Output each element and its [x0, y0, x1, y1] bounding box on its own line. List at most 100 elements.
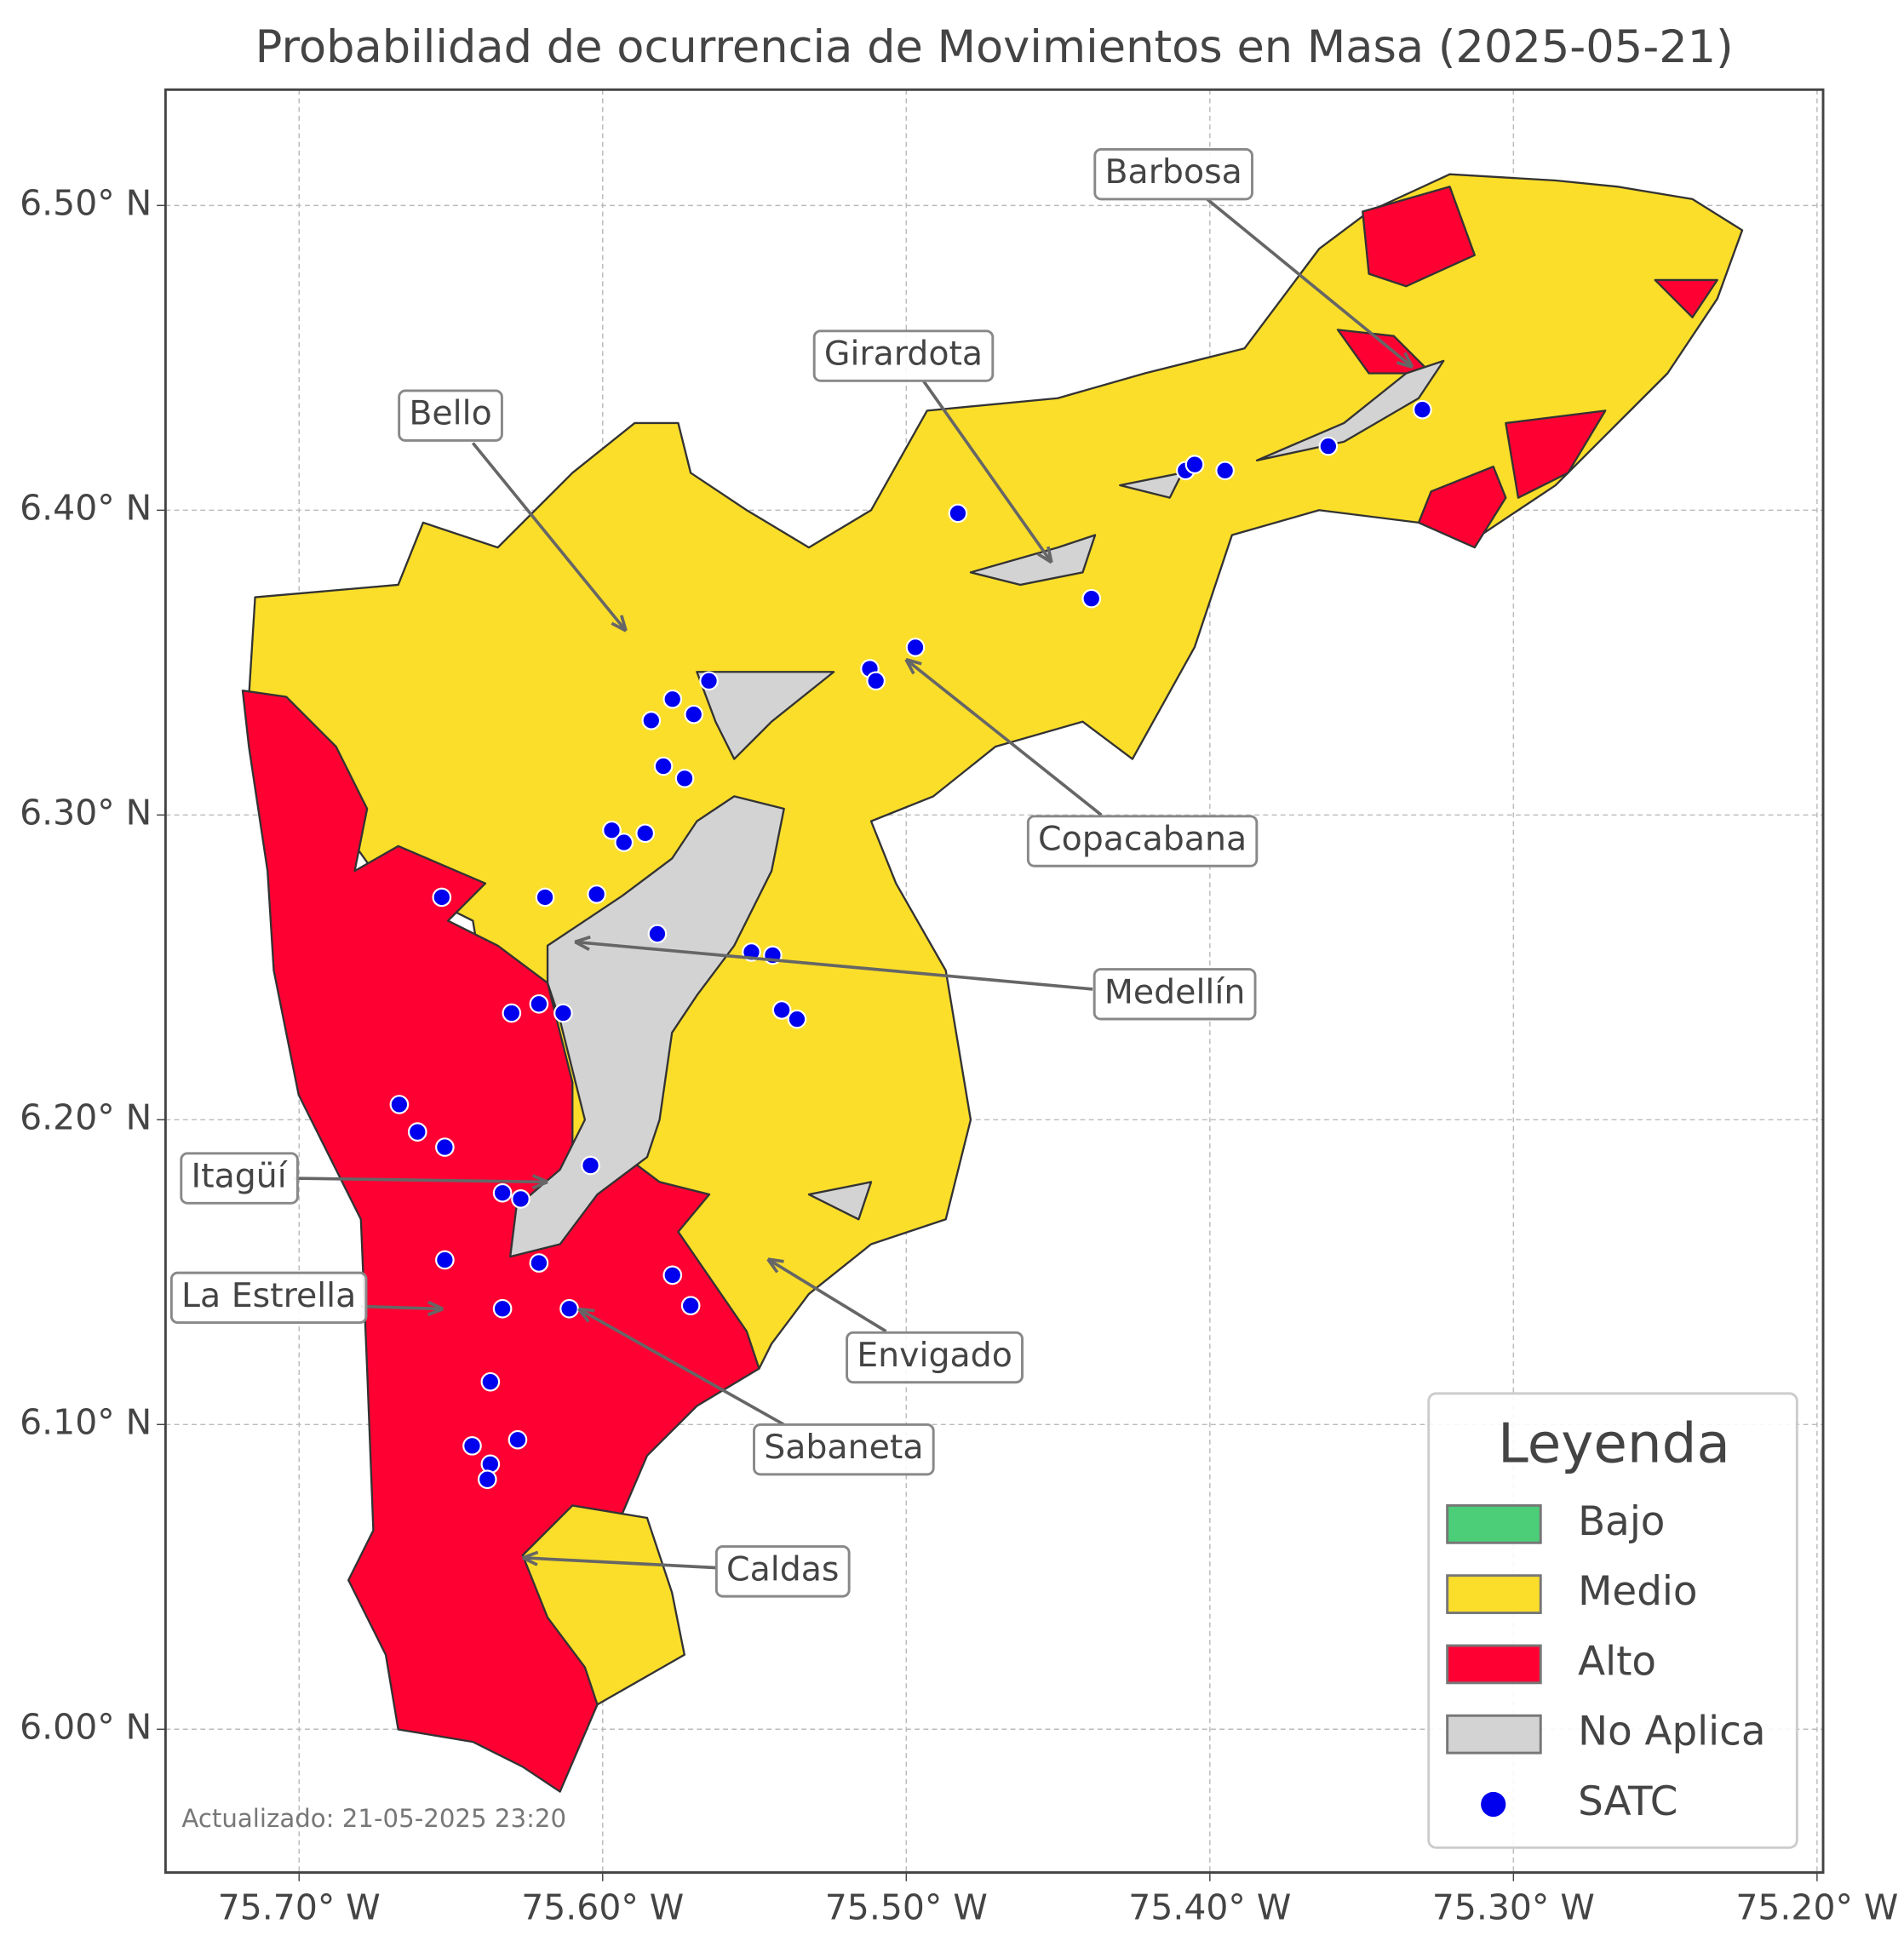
y-tick-label: 6.20° N: [20, 1096, 152, 1137]
satc-station: [948, 503, 968, 524]
annotation-arrow: [471, 442, 628, 633]
satc-station: [553, 1003, 573, 1023]
annotation-box: [169, 1271, 368, 1325]
legend-label: No Aplica: [1578, 1709, 1765, 1755]
legend-label: SATC: [1578, 1779, 1677, 1825]
satc-station: [662, 1265, 683, 1285]
annotation-label: Medellín: [1104, 972, 1245, 1011]
map-title: Probabilidad de ocurrencia de Movimiento…: [255, 21, 1734, 73]
satc-station: [680, 1296, 701, 1316]
region-medio: [521, 1504, 685, 1706]
satc-station: [587, 885, 606, 904]
annotation-label: Copacabana: [1038, 820, 1247, 859]
annotation-label: Barbosa: [1104, 152, 1242, 192]
satc-station: [1413, 399, 1432, 420]
satc-station: [480, 1371, 501, 1392]
annotation-label: Envigado: [857, 1336, 1012, 1375]
satc-station: [502, 1003, 522, 1023]
annotation-arrow: [921, 380, 1053, 564]
satc-station: [635, 823, 656, 844]
arrow-head: [904, 657, 922, 675]
annotation-label: Girardota: [824, 335, 983, 374]
satc-station: [435, 1137, 455, 1157]
satc-station: [462, 1436, 482, 1456]
x-tick-label: 75.60° W: [521, 1887, 684, 1927]
annotation-arrow: [522, 1555, 716, 1570]
satc-station: [389, 1095, 410, 1114]
frame: [163, 88, 1825, 1875]
legend-swatch: [1446, 1574, 1542, 1615]
x-tick-label: 75.50° W: [825, 1887, 988, 1927]
arrow-head: [766, 1257, 784, 1274]
satc-station: [535, 887, 555, 908]
annotation-label: Itagüí: [191, 1157, 287, 1196]
annotation-box: [714, 1545, 851, 1598]
annotation-arrow: [575, 940, 1093, 991]
satc-station: [529, 993, 549, 1014]
legend-swatch: [1446, 1644, 1542, 1685]
arrow-head: [531, 1174, 548, 1190]
arrow-head: [427, 1300, 444, 1317]
satc-station: [602, 820, 622, 840]
satc-station: [559, 1298, 579, 1319]
annotation-box: [1093, 147, 1253, 201]
annotation-box: [398, 389, 503, 442]
satc-station: [581, 1155, 600, 1176]
legend: Leyenda Bajo Medio Alto No Aplica SATC: [1427, 1392, 1798, 1849]
annotation-box: [1026, 815, 1259, 867]
arrow-head: [577, 1307, 595, 1323]
legend-label: Alto: [1578, 1639, 1656, 1685]
annotation-label: La Estrella: [181, 1276, 356, 1315]
annotation-arrow: [1206, 198, 1414, 369]
annotation-label: Sabaneta: [764, 1428, 923, 1467]
annotation-box: [812, 329, 995, 382]
satc-station: [699, 671, 719, 691]
y-tick-label: 6.40° N: [20, 487, 152, 528]
satc-station: [653, 756, 674, 776]
annotation-label: Caldas: [726, 1549, 839, 1589]
satc-station: [432, 887, 452, 908]
arrow-head: [1036, 546, 1053, 564]
satc-station: [407, 1122, 427, 1142]
footnote: Actualizado: 21-05-2025 23:20: [181, 1804, 566, 1833]
x-tick-label: 75.30° W: [1432, 1887, 1595, 1927]
annotation-arrow: [577, 1307, 785, 1427]
region-no-aplica: [509, 359, 1445, 1258]
legend-swatch: [1446, 1714, 1542, 1755]
annotation-box: [1093, 968, 1257, 1021]
y-tick-label: 6.10° N: [20, 1401, 152, 1442]
arrow-head: [1396, 352, 1414, 369]
satc-station: [1081, 588, 1102, 609]
satc-station: [684, 704, 704, 724]
satc-station: [477, 1469, 497, 1490]
satc-station: [641, 711, 662, 730]
regions: [241, 173, 1744, 1793]
satc-station: [1215, 461, 1235, 481]
legend-label: Bajo: [1578, 1499, 1665, 1545]
satc-station: [614, 833, 634, 852]
legend-title: Leyenda: [1498, 1411, 1730, 1475]
annotation-arrow: [904, 658, 1103, 816]
satc-station: [866, 671, 886, 691]
satc-station: [905, 638, 926, 657]
region-alto: [241, 690, 760, 1793]
arrow-head: [522, 1550, 539, 1566]
annotation-box: [846, 1331, 1024, 1384]
legend-marker: [1481, 1791, 1506, 1818]
satc-station: [435, 1250, 455, 1270]
satc-station: [508, 1429, 528, 1450]
annotation-box: [180, 1152, 299, 1205]
satc-station: [1184, 455, 1205, 474]
satc-station: [771, 1000, 792, 1020]
annotation-arrow: [766, 1257, 887, 1333]
satc-station: [1318, 436, 1339, 456]
y-tick-label: 6.00° N: [20, 1706, 152, 1747]
satc-station: [787, 1009, 807, 1029]
x-tick-label: 75.20° W: [1735, 1887, 1898, 1927]
satc-station: [511, 1189, 530, 1209]
y-tick-label: 6.50° N: [20, 182, 152, 223]
satc-station: [529, 1253, 549, 1273]
annotation-arrow: [360, 1304, 444, 1311]
